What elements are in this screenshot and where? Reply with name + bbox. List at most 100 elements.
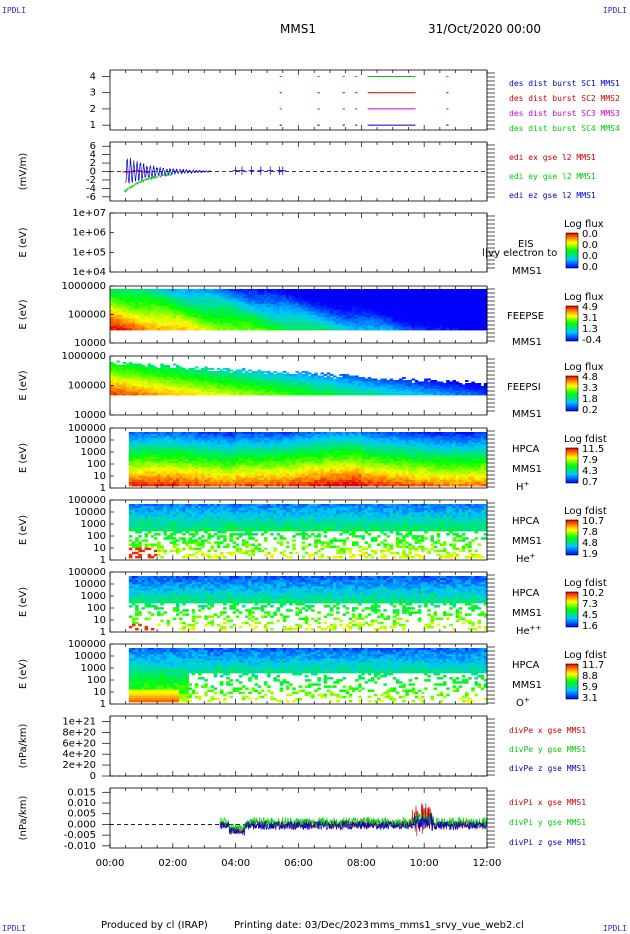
- heatmap-cell: [125, 294, 130, 297]
- heatmap-cell: [452, 300, 456, 303]
- heatmap-cell: [248, 292, 252, 295]
- legend-entry: edi ey gse l2 MMS1: [509, 172, 596, 181]
- heatmap-cell: [301, 316, 306, 320]
- heatmap-cell: [147, 369, 152, 372]
- heatmap-cell: [455, 318, 460, 322]
- heatmap-cell: [307, 294, 312, 297]
- heatmap-cell: [373, 313, 378, 316]
- heatmap-cell: [175, 294, 180, 297]
- heatmap-cell: [439, 292, 444, 295]
- heatmap-cell: [389, 303, 394, 307]
- heatmap-cell: [166, 387, 171, 390]
- tick-marks: [109, 70, 488, 130]
- heatmap-cell: [210, 372, 215, 375]
- heatmap-cell: [395, 298, 400, 301]
- heatmap-cell: [389, 296, 394, 299]
- heatmap-cell: [351, 318, 356, 322]
- heatmap-cell: [128, 389, 133, 391]
- heatmap-cell: [279, 307, 284, 310]
- heatmap-cell: [219, 378, 224, 381]
- heatmap-cell: [113, 328, 117, 331]
- heatmap-cell: [163, 316, 167, 320]
- heatmap-cell: [185, 305, 189, 309]
- heatmap-cell: [377, 309, 381, 312]
- heatmap-cell: [141, 389, 145, 391]
- heatmap-cell: [367, 303, 372, 307]
- heatmap-cell: [188, 372, 193, 375]
- heatmap-cell: [251, 315, 255, 318]
- heatmap-cell: [452, 393, 456, 396]
- heatmap-cell: [377, 296, 381, 299]
- heatmap-cell: [421, 290, 425, 294]
- heatmap-cell: [245, 320, 249, 323]
- heatmap-cell: [430, 292, 434, 295]
- heatmap-cell: [351, 298, 356, 301]
- heatmap-cell: [326, 316, 331, 320]
- heatmap-cell: [251, 326, 255, 329]
- heatmap-cell: [392, 318, 397, 322]
- heatmap-cell: [125, 322, 130, 325]
- heatmap-cell: [480, 320, 485, 323]
- heatmap-cell: [276, 309, 281, 312]
- heatmap-cell: [116, 289, 120, 292]
- heatmap-cell: [182, 302, 186, 305]
- heatmap-cell: [223, 318, 227, 322]
- heatmap-cell: [342, 311, 347, 314]
- heatmap-cell: [260, 294, 265, 297]
- heatmap-cell: [204, 366, 208, 369]
- heatmap-cell: [223, 324, 227, 327]
- heatmap-cell: [223, 393, 227, 396]
- heatmap-cell: [131, 377, 136, 379]
- legend-entry: des dist burst SC1 MMS1: [509, 79, 620, 88]
- heatmap-cell: [194, 294, 199, 297]
- heatmap-cell: [204, 292, 208, 295]
- heatmap-cell: [125, 384, 130, 387]
- heatmap-cell: [153, 326, 158, 329]
- heatmap-cell: [399, 300, 403, 303]
- heatmap-cell: [188, 292, 193, 295]
- heatmap-cell: [185, 371, 189, 373]
- heatmap-cell: [160, 313, 164, 316]
- heatmap-cell: [119, 387, 123, 390]
- heatmap-cell: [113, 384, 117, 387]
- heatmap-cell: [408, 326, 412, 329]
- heatmap-cell: [326, 326, 331, 329]
- heatmap-cell: [147, 294, 152, 297]
- heatmap-cell: [201, 377, 205, 379]
- heatmap-cell: [405, 313, 409, 316]
- heatmap-cell: [276, 294, 281, 297]
- heatmap-cell: [172, 374, 177, 376]
- heatmap-cell: [144, 368, 149, 370]
- heatmap-cell: [157, 387, 161, 390]
- heatmap-cell: [169, 322, 174, 325]
- heatmap-cell: [153, 328, 158, 331]
- heatmap-cell: [153, 324, 158, 327]
- heatmap-cell: [235, 298, 240, 301]
- legend-entry: des dist burst SC3 MMS3: [509, 109, 620, 118]
- heatmap-cell: [185, 386, 189, 388]
- heatmap-cell: [157, 377, 161, 379]
- heatmap-cell: [465, 307, 469, 310]
- heatmap-cell: [395, 294, 400, 297]
- heatmap-cell: [226, 381, 230, 384]
- heatmap-cell: [383, 315, 387, 318]
- heatmap-cell: [241, 315, 246, 318]
- heatmap-cell: [373, 315, 378, 318]
- heatmap-cell: [147, 386, 152, 388]
- heatmap-cell: [185, 369, 189, 372]
- heatmap-cell: [455, 320, 460, 323]
- heatmap-cell: [201, 326, 205, 329]
- heatmap-cell: [430, 290, 434, 294]
- heatmap-cell: [465, 320, 469, 323]
- heatmap-cell: [317, 326, 321, 329]
- heatmap-cell: [439, 303, 444, 307]
- heatmap-cell: [185, 322, 189, 325]
- heatmap-cell: [144, 289, 149, 292]
- heatmap-cell: [395, 311, 400, 314]
- heatmap-cell: [210, 324, 215, 327]
- heatmap-cell: [301, 393, 306, 396]
- heatmap-cell: [295, 292, 299, 295]
- heatmap-cell: [179, 372, 183, 375]
- heatmap-cell: [238, 300, 243, 303]
- heatmap-cell: [307, 318, 312, 322]
